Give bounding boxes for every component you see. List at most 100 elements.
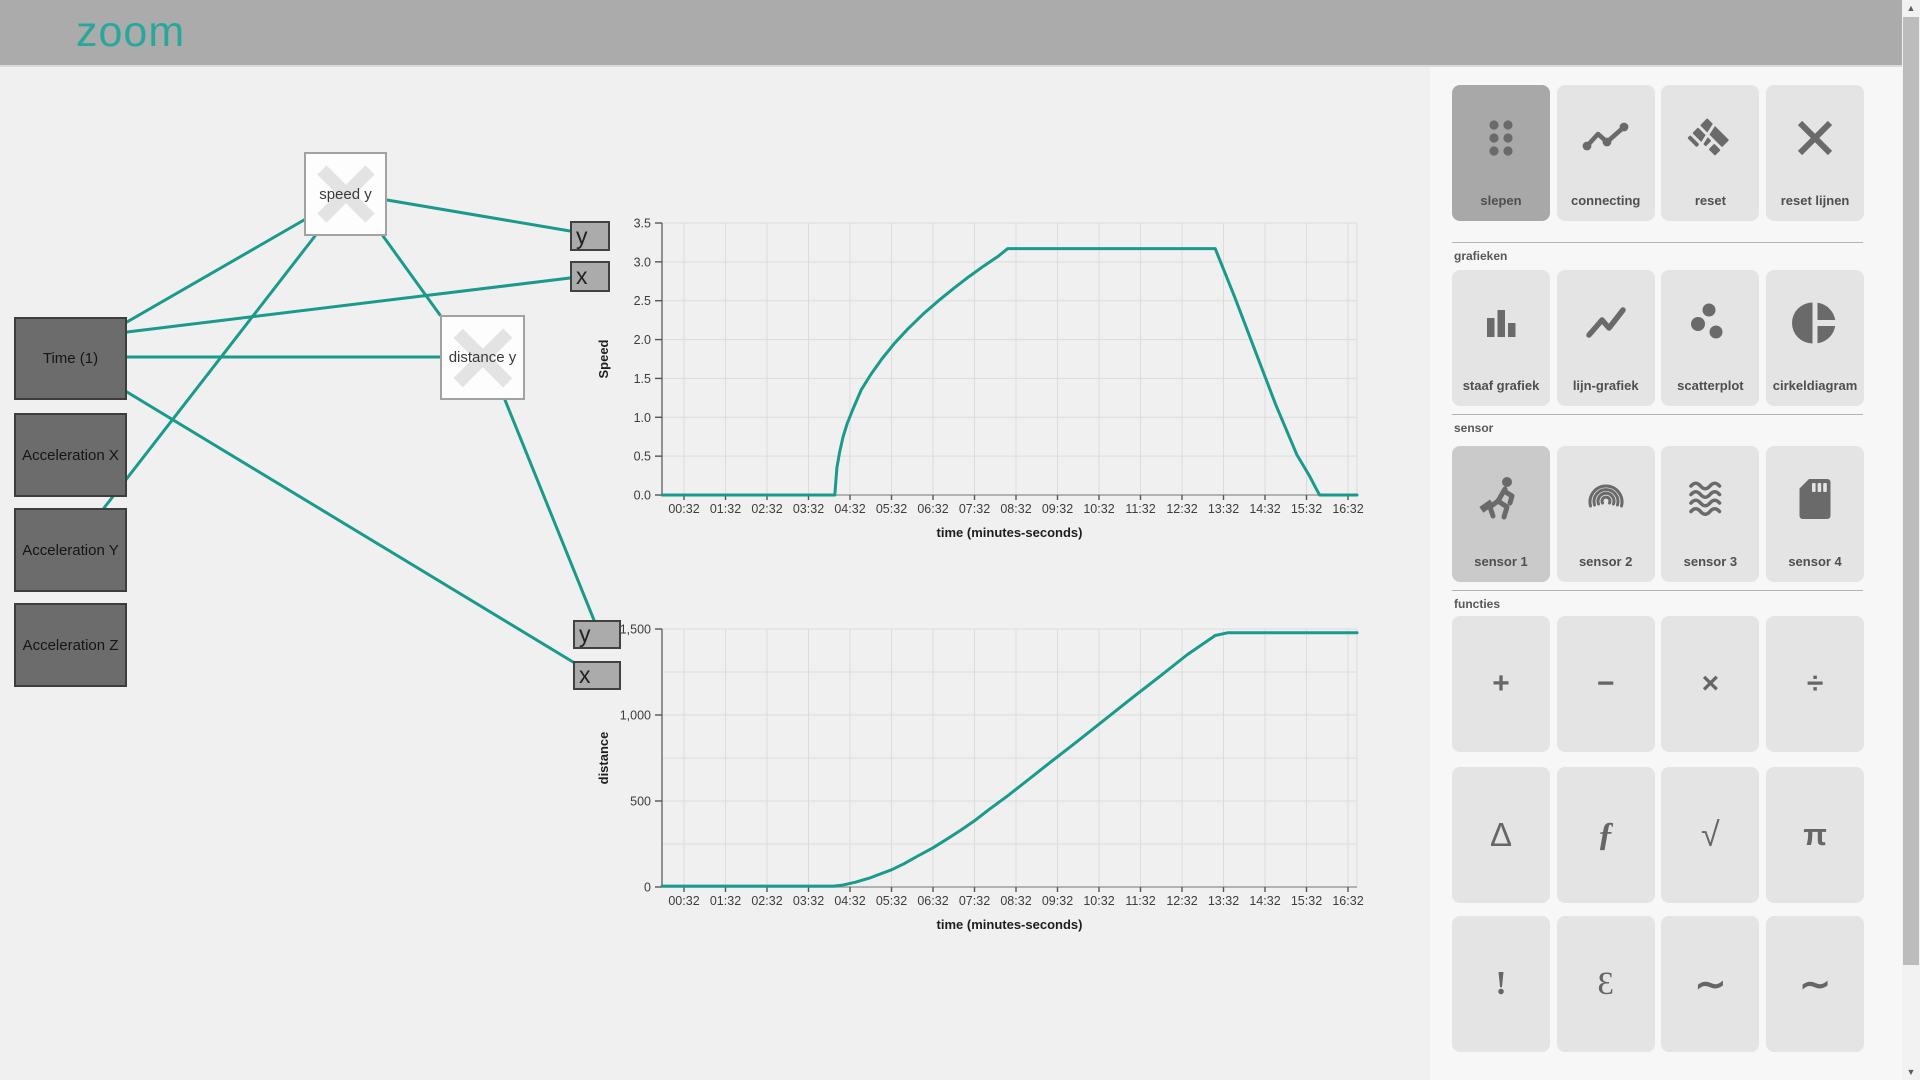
svg-text:03:32: 03:32 [793, 894, 824, 908]
drag-dots-icon [1477, 114, 1525, 167]
sd-card-icon [1791, 475, 1839, 528]
button-delta[interactable]: Δ [1452, 767, 1550, 903]
svg-text:07:32: 07:32 [959, 502, 990, 516]
button-reset[interactable]: reset [1661, 85, 1760, 221]
button-pi[interactable]: π [1766, 767, 1865, 903]
svg-text:12:32: 12:32 [1166, 894, 1197, 908]
button-tilde-2[interactable]: ∼ [1766, 916, 1865, 1052]
button-sensor-4[interactable]: sensor 4 [1766, 446, 1865, 582]
speed-chart: 0.0 0.5 1.0 1.5 2.0 2.5 3.0 3.5 00:32 01:32 02:32 0… [596, 217, 1364, 541]
scrollbar-up-arrow-icon[interactable]: ▲ [1906, 3, 1916, 13]
button-multiply[interactable]: × [1661, 616, 1760, 752]
button-sensor-2[interactable]: sensor 2 [1556, 446, 1655, 582]
minus-icon: − [1596, 667, 1615, 700]
svg-text:15:32: 15:32 [1291, 894, 1322, 908]
connection-speed-y-to-chart1-y-port [385, 198, 572, 233]
button-label: reset lijnen [1780, 193, 1850, 208]
delta-icon: Δ [1489, 816, 1513, 853]
button-label: sensor 4 [1788, 554, 1842, 569]
node-chart2-y-port[interactable]: y [573, 620, 621, 649]
svg-text:0: 0 [644, 881, 651, 895]
node-label: Acceleration Z [22, 636, 119, 654]
factorial-icon: ! [1495, 965, 1507, 1002]
svg-text:2.5: 2.5 [634, 294, 651, 308]
fingerprint-icon [1582, 475, 1630, 528]
scrollbar-thumb[interactable] [1903, 17, 1919, 965]
connection-speed-y-to-acceleration-y [102, 234, 317, 510]
button-divide[interactable]: ÷ [1766, 616, 1865, 752]
button-function[interactable]: ƒ [1556, 767, 1655, 903]
svg-text:02:32: 02:32 [751, 894, 782, 908]
svg-text:00:32: 00:32 [668, 894, 699, 908]
svg-text:11:32: 11:32 [1125, 502, 1155, 516]
button-plus[interactable]: + [1452, 616, 1550, 752]
button-label: connecting [1571, 193, 1641, 208]
button-connecting[interactable]: connecting [1556, 85, 1655, 221]
section-label-sensor: sensor [1454, 421, 1494, 435]
button-epsilon[interactable]: Ɛ [1556, 916, 1655, 1052]
node-chart1-x-port[interactable]: x [570, 261, 610, 292]
scrollbar-down-arrow-icon[interactable]: ▼ [1906, 1067, 1916, 1077]
node-acceleration-x[interactable]: Acceleration X [14, 413, 127, 497]
button-reset-lijnen[interactable]: reset lijnen [1766, 85, 1865, 221]
svg-text:500: 500 [630, 795, 651, 809]
pie-chart-icon [1791, 299, 1839, 352]
svg-text:11:32: 11:32 [1125, 894, 1155, 908]
button-scatterplot[interactable]: scatterplot [1661, 270, 1760, 406]
bar-chart-icon [1477, 299, 1525, 352]
button-sensor-3[interactable]: sensor 3 [1661, 446, 1760, 582]
pi-icon: π [1803, 817, 1827, 852]
button-lijn-grafiek[interactable]: lijn-grafiek [1556, 270, 1655, 406]
svg-text:02:32: 02:32 [751, 502, 782, 516]
node-distance-y[interactable]: distance y [440, 315, 525, 400]
svg-text:09:32: 09:32 [1042, 894, 1073, 908]
multiply-icon: × [1701, 667, 1720, 700]
svg-text:2.0: 2.0 [634, 333, 651, 347]
x-mark-icon [1791, 114, 1839, 167]
button-factorial[interactable]: ! [1452, 916, 1550, 1052]
svg-text:13:32: 13:32 [1208, 502, 1239, 516]
button-staaf-grafiek[interactable]: staaf grafiek [1452, 270, 1550, 406]
app-logo: zoom [76, 8, 186, 56]
button-slepen[interactable]: slepen [1452, 85, 1550, 221]
connect-line-icon [1582, 114, 1630, 167]
svg-text:14:32: 14:32 [1249, 502, 1280, 516]
button-label: sensor 1 [1474, 554, 1528, 569]
svg-text:08:32: 08:32 [1000, 894, 1031, 908]
button-cirkeldiagram[interactable]: cirkeldiagram [1766, 270, 1865, 406]
node-acceleration-y[interactable]: Acceleration Y [14, 508, 127, 592]
svg-text:16:32: 16:32 [1332, 894, 1363, 908]
node-chart1-y-port[interactable]: y [570, 221, 610, 251]
square-root-icon: √ [1701, 815, 1720, 854]
connection-time-to-chart2-x-port [125, 390, 575, 664]
svg-text:05:32: 05:32 [876, 502, 907, 516]
svg-text:distance: distance [596, 732, 611, 785]
node-time[interactable]: Time (1) [14, 317, 127, 400]
sidebar-divider [1452, 242, 1863, 243]
reset-layers-icon [1686, 114, 1734, 167]
node-label: Time (1) [42, 350, 99, 367]
svg-text:04:32: 04:32 [834, 894, 865, 908]
button-minus[interactable]: − [1556, 616, 1655, 752]
svg-text:13:32: 13:32 [1208, 894, 1239, 908]
button-square-root[interactable]: √ [1661, 767, 1760, 903]
button-label: reset [1694, 193, 1726, 208]
node-chart2-x-port[interactable]: x [573, 661, 621, 690]
svg-text:05:32: 05:32 [876, 894, 907, 908]
node-speed-y[interactable]: speed y [304, 152, 387, 236]
svg-text:time (minutes-seconds): time (minutes-seconds) [937, 917, 1083, 932]
button-tilde[interactable]: ∼ [1661, 916, 1760, 1052]
svg-text:0.0: 0.0 [634, 489, 651, 503]
svg-text:09:32: 09:32 [1042, 502, 1073, 516]
distance-chart: 0 500 1,000 1,500 00:32 01:32 02:32 03:32 04:32 0… [596, 623, 1364, 933]
svg-text:3.5: 3.5 [634, 217, 651, 231]
scrollbar-track[interactable]: ▲ ▼ [1902, 0, 1920, 1080]
function-icon: ƒ [1597, 816, 1615, 853]
svg-text:01:32: 01:32 [710, 894, 741, 908]
button-label: sensor 2 [1578, 554, 1633, 569]
button-label: lijn-grafiek [1572, 378, 1639, 393]
svg-text:1,000: 1,000 [620, 709, 651, 723]
svg-text:10:32: 10:32 [1083, 894, 1114, 908]
node-acceleration-z[interactable]: Acceleration Z [14, 603, 127, 687]
button-sensor-1[interactable]: sensor 1 [1452, 446, 1550, 582]
